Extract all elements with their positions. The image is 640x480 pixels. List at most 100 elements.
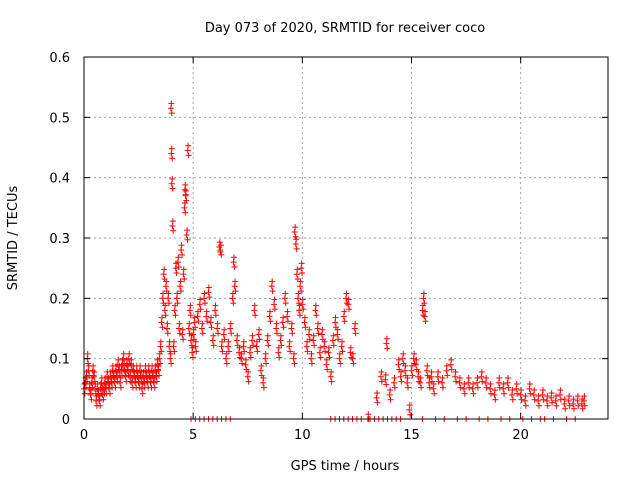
data-point: [168, 145, 175, 152]
data-point: [527, 390, 534, 397]
data-point: [260, 384, 267, 391]
data-point: [90, 362, 97, 369]
data-point: [496, 374, 503, 381]
x-tick-label: 20: [512, 428, 529, 443]
data-point: [158, 348, 165, 355]
data-point: [125, 372, 132, 379]
data-point: [264, 332, 271, 339]
data-point: [288, 320, 295, 327]
data-point: [398, 368, 405, 375]
data-point: [249, 342, 256, 349]
data-point: [430, 381, 437, 388]
data-point: [297, 278, 304, 285]
data-point: [163, 278, 170, 285]
y-tick-label: 0.5: [49, 111, 70, 126]
data-point: [206, 294, 213, 301]
data-point: [84, 350, 91, 357]
data-point: [382, 371, 389, 378]
data-point: [439, 374, 446, 381]
data-point: [321, 338, 328, 345]
data-point: [404, 374, 411, 381]
chart-title: Day 073 of 2020, SRMTID for receiver coc…: [205, 21, 485, 36]
data-point: [557, 387, 564, 394]
data-point: [575, 402, 582, 409]
data-point: [284, 308, 291, 315]
data-point: [230, 300, 237, 307]
data-point: [169, 175, 176, 182]
data-point: [169, 218, 176, 225]
data-point: [153, 378, 160, 385]
data-point: [531, 396, 538, 403]
data-point: [444, 372, 451, 379]
data-point: [151, 384, 158, 391]
data-point: [405, 384, 412, 391]
data-point: [240, 338, 247, 345]
data-point: [159, 324, 166, 331]
data-point: [304, 348, 311, 355]
data-point: [579, 405, 586, 412]
data-point: [263, 360, 270, 367]
data-point: [204, 318, 211, 325]
data-point: [415, 378, 422, 385]
data-point: [348, 354, 355, 361]
data-point: [312, 302, 319, 309]
data-point: [180, 266, 187, 273]
data-point: [470, 381, 477, 388]
data-point: [280, 324, 287, 331]
data-point: [422, 308, 429, 315]
data-point: [156, 372, 163, 379]
data-point: [208, 324, 215, 331]
data-point: [478, 368, 485, 375]
data-point: [343, 290, 350, 297]
data-point: [284, 318, 291, 325]
data-point: [184, 227, 191, 234]
data-point: [181, 276, 188, 283]
data-point: [100, 396, 107, 403]
data-point: [276, 354, 283, 361]
data-point: [514, 390, 521, 397]
data-point: [387, 387, 394, 394]
data-point: [221, 336, 228, 343]
data-point: [165, 300, 172, 307]
data-point: [174, 290, 181, 297]
data-point: [407, 411, 414, 418]
data-point: [315, 330, 322, 337]
data-point: [383, 381, 390, 388]
data-point: [308, 350, 315, 357]
data-point: [256, 336, 263, 343]
data-point: [465, 374, 472, 381]
data-point: [461, 390, 468, 397]
data-point: [232, 288, 239, 295]
data-point: [267, 308, 274, 315]
data-point: [178, 242, 185, 249]
x-tick-label: 5: [189, 428, 197, 443]
data-point: [518, 396, 525, 403]
data-point: [570, 405, 577, 412]
data-point: [287, 348, 294, 355]
data-point: [457, 384, 464, 391]
data-point: [128, 356, 135, 363]
data-point: [300, 306, 307, 313]
data-point: [535, 393, 542, 400]
data-point: [317, 344, 324, 351]
data-point: [411, 350, 418, 357]
data-point: [466, 384, 473, 391]
data-point: [581, 402, 588, 409]
data-point: [225, 348, 232, 355]
data-point: [522, 402, 529, 409]
data-point: [201, 300, 208, 307]
data-point: [182, 181, 189, 188]
data-point: [157, 360, 164, 367]
data-point: [278, 342, 285, 349]
data-point: [169, 155, 176, 162]
data-point: [330, 342, 337, 349]
data-point: [184, 236, 191, 243]
data-point: [193, 348, 200, 355]
data-point: [228, 330, 235, 337]
data-point: [391, 384, 398, 391]
data-point: [299, 269, 306, 276]
data-point: [162, 302, 169, 309]
data-point: [491, 387, 498, 394]
data-point: [269, 288, 276, 295]
data-point: [398, 378, 405, 385]
